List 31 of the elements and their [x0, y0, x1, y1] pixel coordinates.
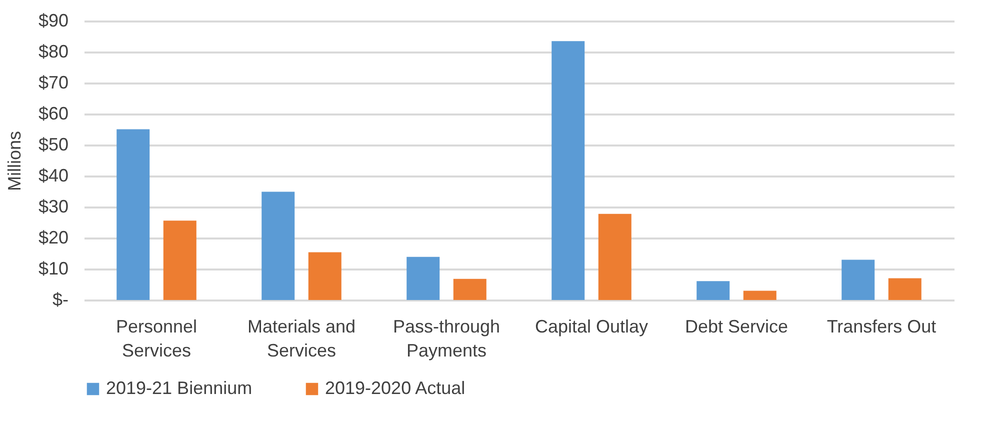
bar	[696, 281, 730, 300]
bar	[163, 220, 196, 300]
y-tick-label: $20	[38, 228, 68, 248]
x-tick-label: Capital Outlay	[534, 316, 648, 336]
bar	[406, 256, 440, 300]
bar	[308, 252, 342, 300]
y-tick-label: $80	[38, 42, 68, 62]
y-tick-label: $10	[38, 258, 68, 278]
x-tick-label: Debt Service	[684, 316, 788, 336]
y-tick-label: $50	[38, 134, 68, 154]
x-tick-label: Personnel Services	[116, 316, 198, 360]
y-tick-label: $60	[38, 104, 68, 124]
bar	[552, 41, 585, 300]
y-tick-label: $70	[38, 72, 68, 92]
bar	[262, 192, 295, 300]
bar	[743, 290, 776, 300]
y-axis-title: Millions	[4, 130, 24, 192]
bar	[598, 214, 632, 300]
legend-label: 2019-2020 Actual	[325, 378, 466, 398]
legend-label: 2019-21 Biennium	[106, 378, 252, 398]
x-tick-label: Materials and Services	[247, 316, 356, 360]
x-tick-label: Pass-through Payments	[392, 316, 500, 360]
bar	[888, 278, 922, 300]
y-tick-label: $-	[52, 290, 68, 310]
x-tick-label: Transfers Out	[826, 316, 936, 336]
bar	[842, 260, 875, 300]
bar	[453, 278, 486, 300]
y-tick-label: $30	[38, 196, 68, 216]
bar	[116, 129, 150, 300]
y-tick-label: $90	[38, 10, 68, 30]
y-tick-label: $40	[38, 166, 68, 186]
